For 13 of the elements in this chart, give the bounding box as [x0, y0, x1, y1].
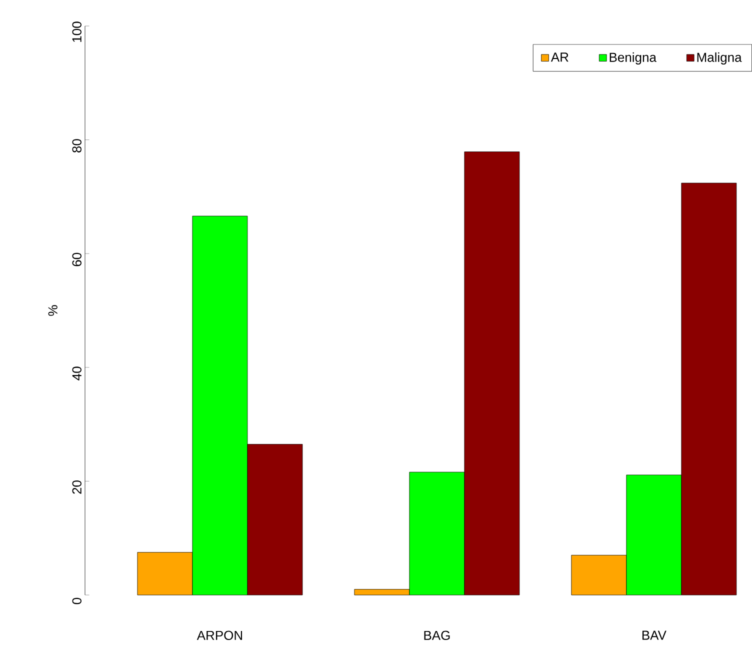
y-axis-title: %	[48, 305, 58, 316]
y-tick-label: 100	[72, 22, 82, 42]
legend-label: Maligna	[697, 52, 742, 65]
x-tick-label: ARPON	[196, 630, 242, 640]
x-tick-label: BAG	[424, 630, 450, 640]
y-tick-label: 0	[72, 598, 82, 604]
x-tick-label: BAV	[642, 630, 666, 640]
y-tick-label: 80	[72, 139, 82, 152]
y-tick-label: 40	[72, 366, 82, 380]
legend-label: AR	[550, 52, 568, 62]
y-tick-label: 60	[72, 252, 82, 266]
legend-label: Benigna	[610, 52, 656, 65]
y-tick-label: 20	[72, 480, 82, 494]
